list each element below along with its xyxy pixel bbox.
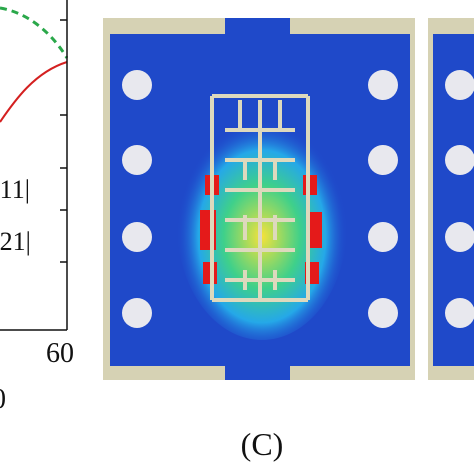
- legend-s11: |S11|: [0, 175, 30, 204]
- simulation-image: [103, 18, 415, 380]
- next-panel: [428, 18, 474, 380]
- solid-curve: [0, 61, 68, 123]
- dashed-curve: [0, 6, 68, 59]
- legend-s21: |S21|: [0, 227, 31, 256]
- left-plot: [0, 6, 68, 123]
- x-axis-label: 0: [0, 384, 6, 415]
- x-tick-label: 60: [46, 338, 74, 369]
- ticks: [60, 19, 67, 263]
- caption: (C): [241, 426, 284, 462]
